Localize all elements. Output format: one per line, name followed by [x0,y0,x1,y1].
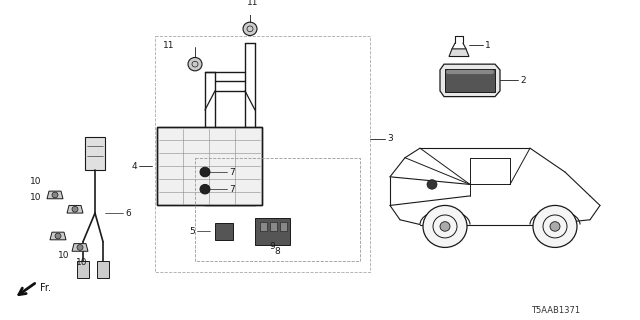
Polygon shape [85,137,105,170]
Circle shape [55,233,61,239]
Text: T5AAB1371: T5AAB1371 [531,306,580,315]
Text: Fr.: Fr. [40,284,51,293]
Text: 11: 11 [163,41,175,50]
Polygon shape [270,222,277,231]
Text: 8: 8 [274,247,280,256]
Circle shape [423,205,467,247]
Circle shape [427,180,437,189]
Text: 4: 4 [131,162,137,171]
Circle shape [188,58,202,71]
Text: 6: 6 [125,209,131,218]
Text: 10: 10 [76,258,88,267]
Polygon shape [260,222,267,231]
Circle shape [200,167,210,177]
Polygon shape [280,222,287,231]
Polygon shape [449,49,469,57]
Text: 1: 1 [485,41,491,50]
Polygon shape [445,69,495,92]
Text: 7: 7 [229,168,235,177]
Polygon shape [77,261,89,278]
Text: 10: 10 [58,251,70,260]
Polygon shape [255,218,290,244]
Polygon shape [47,191,63,199]
Text: 9: 9 [269,242,275,251]
Text: 11: 11 [247,0,259,7]
Text: 3: 3 [387,134,393,143]
Polygon shape [215,223,233,240]
Polygon shape [67,205,83,213]
Text: 7: 7 [229,185,235,194]
Polygon shape [50,232,66,240]
Circle shape [52,192,58,198]
Circle shape [440,222,450,231]
Polygon shape [97,261,109,278]
Circle shape [533,205,577,247]
Text: 10: 10 [30,177,42,186]
Text: 5: 5 [189,227,195,236]
Polygon shape [157,127,262,205]
Circle shape [200,184,210,194]
Polygon shape [72,244,88,251]
Polygon shape [440,64,500,97]
Circle shape [77,244,83,250]
Text: 10: 10 [30,193,42,202]
Circle shape [550,222,560,231]
Circle shape [243,22,257,36]
Text: 2: 2 [520,76,525,85]
Circle shape [72,206,78,212]
